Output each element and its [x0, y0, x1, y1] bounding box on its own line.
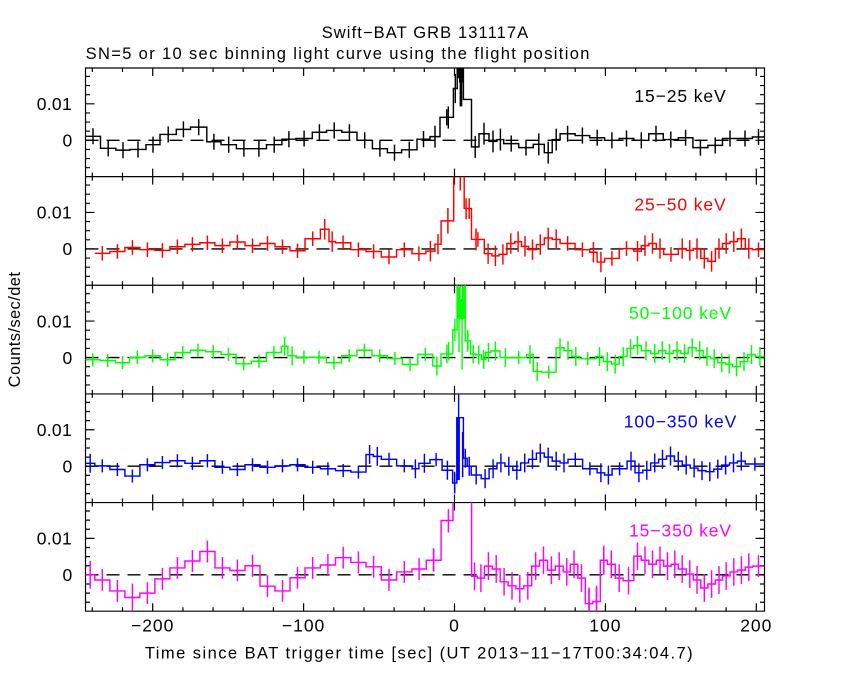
svg-text:Time since BAT trigger time [s: Time since BAT trigger time [sec] (UT 20…: [145, 645, 694, 663]
svg-text:SN=5 or 10 sec binning light c: SN=5 or 10 sec binning light curve using…: [86, 45, 591, 63]
svg-text:200: 200: [740, 616, 772, 636]
svg-text:100: 100: [589, 616, 621, 636]
svg-text:0.01: 0.01: [37, 94, 72, 114]
svg-text:0: 0: [62, 565, 72, 585]
svg-text:100−350 keV: 100−350 keV: [624, 412, 738, 432]
svg-text:0.01: 0.01: [37, 311, 72, 331]
svg-text:0: 0: [449, 616, 460, 636]
svg-text:0: 0: [62, 348, 72, 368]
svg-text:0.01: 0.01: [37, 203, 72, 223]
svg-text:−200: −200: [131, 616, 174, 636]
svg-text:0: 0: [62, 131, 72, 151]
svg-text:0: 0: [62, 457, 72, 477]
svg-text:−100: −100: [282, 616, 325, 636]
svg-text:15−25 keV: 15−25 keV: [634, 86, 726, 106]
svg-text:0.01: 0.01: [37, 529, 72, 549]
svg-text:0.01: 0.01: [37, 420, 72, 440]
svg-text:50−100 keV: 50−100 keV: [629, 303, 732, 323]
svg-text:Swift−BAT GRB 131117A: Swift−BAT GRB 131117A: [322, 24, 530, 42]
svg-text:0: 0: [62, 239, 72, 259]
svg-text:15−350 keV: 15−350 keV: [629, 520, 732, 540]
svg-text:Counts/sec/det: Counts/sec/det: [6, 272, 24, 388]
svg-text:25−50 keV: 25−50 keV: [634, 194, 726, 214]
